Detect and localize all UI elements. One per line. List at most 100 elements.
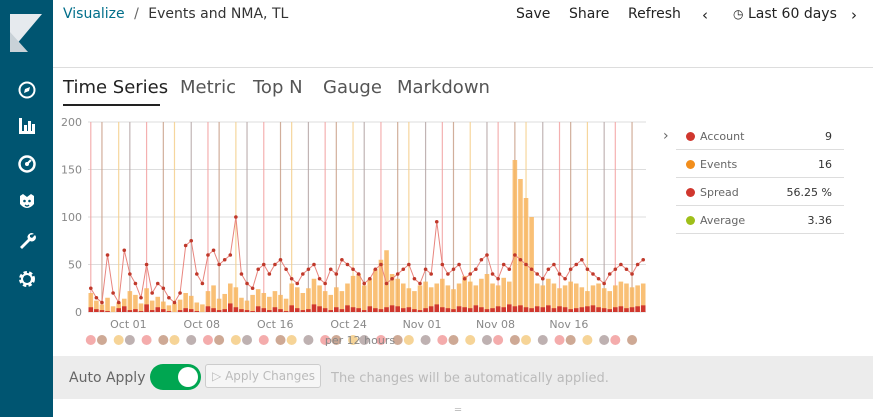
events-bar (551, 283, 557, 312)
events-bar (127, 291, 133, 312)
account-bar (618, 306, 624, 312)
account-bar (579, 307, 585, 312)
legend-item-average[interactable]: Average 3.36 (676, 206, 844, 234)
spread-point (172, 300, 177, 305)
spread-point (200, 281, 205, 286)
discover-icon[interactable] (15, 78, 39, 102)
account-bar (328, 310, 334, 312)
auto-apply-toggle[interactable] (150, 364, 201, 390)
events-bar (406, 288, 412, 312)
x-tick-label: Nov 08 (476, 318, 515, 331)
events-bar (451, 289, 456, 312)
events-bar (479, 278, 484, 312)
spread-point (323, 281, 327, 286)
annotation-marker (124, 335, 135, 345)
spread-point (234, 215, 238, 219)
clock-icon: ◷ (733, 7, 744, 21)
account-bar (596, 307, 601, 312)
save-button[interactable]: Save (516, 6, 551, 22)
management-icon[interactable] (15, 267, 39, 291)
tab-top-n[interactable]: Top N (253, 77, 303, 98)
events-bar (523, 198, 529, 312)
tab-metric[interactable]: Metric (180, 77, 236, 98)
account-bar (373, 308, 378, 312)
x-tick-label: Nov 16 (549, 318, 588, 331)
events-bar (434, 283, 440, 312)
events-bar (613, 285, 618, 312)
chevron-left-icon[interactable]: ‹ (702, 6, 708, 24)
dashboard-icon[interactable] (15, 152, 39, 176)
account-bar (428, 306, 434, 312)
spread-point (585, 267, 590, 272)
refresh-button[interactable]: Refresh (628, 6, 681, 22)
chevron-right-icon[interactable]: › (663, 128, 669, 144)
time-picker[interactable]: ◷ Last 60 days (733, 6, 837, 22)
legend-label: Events (700, 158, 738, 171)
events-bar (456, 283, 462, 312)
events-bar (94, 300, 99, 312)
time-range-label: Last 60 days (747, 6, 837, 22)
account-bar (389, 305, 395, 312)
tab-gauge[interactable]: Gauge (323, 77, 382, 98)
events-bar (233, 287, 239, 312)
spread-point (390, 276, 394, 281)
events-bar (133, 294, 138, 312)
events-bar (328, 294, 334, 312)
account-bar (283, 311, 289, 312)
spread-point (356, 272, 361, 276)
legend-item-events[interactable]: Events 16 (676, 150, 844, 178)
account-bar (356, 308, 361, 312)
tab-time-series[interactable]: Time Series (63, 77, 169, 98)
account-bar (518, 305, 523, 312)
account-bar (155, 307, 161, 312)
events-bar (345, 283, 350, 312)
auto-apply-label: Auto Apply (69, 370, 146, 386)
annotation-marker (214, 335, 225, 345)
spread-point (446, 272, 450, 276)
account-bar (322, 308, 328, 312)
breadcrumb-visualize-link[interactable]: Visualize (63, 6, 125, 22)
account-bar (222, 309, 227, 312)
account-bar (417, 310, 423, 312)
apply-changes-button[interactable]: ▷ Apply Changes (205, 364, 321, 388)
x-tick-label: Oct 16 (257, 318, 294, 331)
share-button[interactable]: Share (569, 6, 610, 22)
account-bar (467, 308, 473, 312)
spread-point (395, 272, 400, 276)
events-bar (412, 291, 417, 312)
dev-tools-icon[interactable] (15, 229, 39, 253)
account-bar (133, 309, 138, 312)
legend-item-account[interactable]: Account 9 (676, 122, 844, 150)
account-bar (311, 304, 317, 312)
kibana-logo[interactable] (10, 14, 42, 54)
account-bar (99, 310, 105, 312)
account-bar (523, 307, 529, 312)
account-bar (334, 307, 339, 312)
account-bar (434, 304, 440, 312)
events-bar (255, 289, 261, 312)
account-bar (507, 304, 512, 312)
resize-handle[interactable]: ═ (455, 405, 462, 416)
events-bar (557, 288, 562, 312)
spread-point (206, 253, 210, 257)
tab-markdown[interactable]: Markdown (397, 77, 490, 98)
account-bar (501, 307, 506, 312)
account-bar (250, 311, 255, 312)
spread-point (295, 281, 300, 286)
account-bar (635, 306, 640, 312)
legend-label: Account (700, 130, 745, 143)
events-bar (624, 283, 629, 312)
account-bar (294, 308, 300, 312)
spread-point (373, 267, 378, 272)
annotation-marker (186, 335, 197, 345)
account-bar (244, 310, 250, 312)
visualize-icon[interactable] (15, 114, 39, 138)
chevron-right-icon[interactable]: › (851, 6, 857, 24)
x-tick-label: Oct 01 (110, 318, 147, 331)
spread-point (557, 272, 562, 276)
y-tick-label: 50 (68, 259, 82, 272)
legend-item-spread[interactable]: Spread 56.25 % (676, 178, 844, 206)
time-series-chart[interactable]: 0 50 100 150 200 Oct 01 Oct 08 Oct 16 Oct 24 Nov … (60, 114, 660, 354)
timelion-icon[interactable] (15, 190, 39, 214)
spread-point (105, 253, 110, 257)
